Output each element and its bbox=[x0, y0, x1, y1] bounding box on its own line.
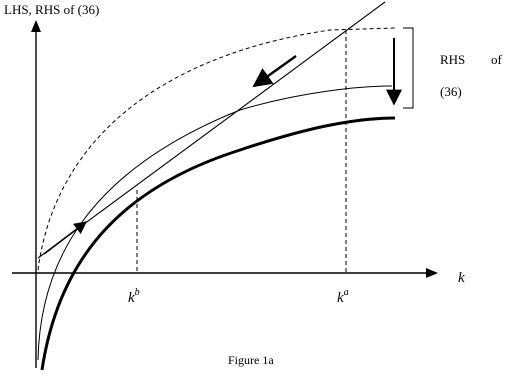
arrow-along-line-up bbox=[43, 221, 88, 255]
bracket-label-rhs: RHS bbox=[440, 52, 465, 67]
y-axis-label: LHS, RHS of (36) bbox=[4, 2, 99, 17]
bracket-label-of: of bbox=[491, 52, 503, 67]
kb-label: kb bbox=[128, 287, 140, 306]
figure-caption: Figure 1a bbox=[228, 353, 274, 367]
x-axis-label: k bbox=[458, 270, 465, 286]
rhs-dashed-curve bbox=[37, 27, 396, 271]
y-axis-arrowhead bbox=[31, 20, 41, 32]
rhs-thin-curve bbox=[37, 85, 393, 361]
ka-superscript: a bbox=[344, 287, 349, 298]
kb-superscript: b bbox=[135, 287, 140, 298]
ka-label: ka bbox=[337, 287, 349, 306]
bracket-label-equation: (36) bbox=[440, 84, 462, 99]
lhs-line bbox=[37, 1, 386, 259]
rhs-thick-curve bbox=[40, 116, 396, 371]
x-axis-arrowhead bbox=[426, 268, 438, 278]
arrow-along-line-down bbox=[252, 55, 297, 88]
rhs-bracket bbox=[403, 27, 414, 109]
kb-base: k bbox=[128, 290, 135, 306]
ka-base: k bbox=[337, 290, 344, 306]
